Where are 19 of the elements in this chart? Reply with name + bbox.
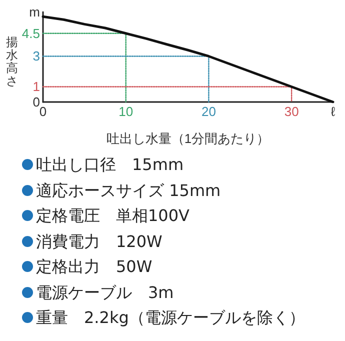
y-axis-title: 揚水高さ xyxy=(5,35,19,88)
text: 重量 2.2kg（電源ケーブルを除く） xyxy=(36,307,305,329)
y-tick-label: 4.5 xyxy=(22,26,40,41)
line-series xyxy=(42,15,334,104)
text: 電源ケーブル 3m xyxy=(36,282,174,304)
x-tick-label: 10 xyxy=(118,104,134,119)
x-tick-label: ℓ xyxy=(330,104,336,119)
text: 適応ホースサイズ 15mm xyxy=(36,180,221,202)
y-tick-label: 3 xyxy=(32,48,40,64)
x-axis-title: 吐出し水量（1分間あたり） xyxy=(106,131,270,146)
x-tick-label: 30 xyxy=(284,104,299,119)
y-tick-label: 1 xyxy=(32,79,40,94)
y-tick-label: m xyxy=(29,4,40,20)
text: 消費電力 120W xyxy=(36,230,162,252)
x-tick-label: 20 xyxy=(201,104,216,119)
text: 定格電圧 単相100V xyxy=(36,205,190,227)
y-tick-label: 0 xyxy=(32,94,40,110)
text: 定格出力 50W xyxy=(36,256,152,278)
text: 吐出し口径 15mm xyxy=(36,154,184,176)
